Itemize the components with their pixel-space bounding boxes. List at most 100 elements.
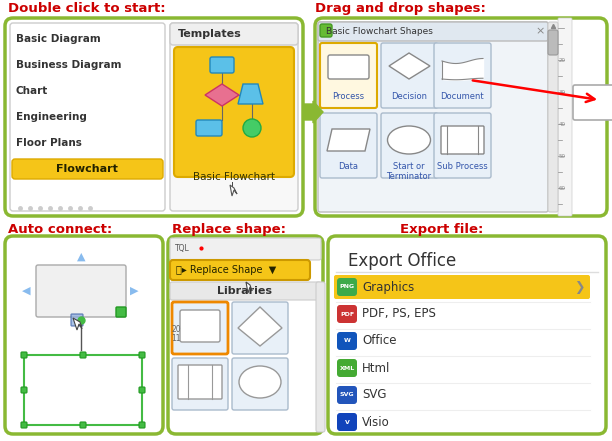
FancyBboxPatch shape [318, 22, 548, 41]
Text: Decision: Decision [391, 92, 427, 101]
Text: Libraries: Libraries [217, 286, 272, 296]
FancyBboxPatch shape [337, 278, 357, 296]
FancyBboxPatch shape [434, 113, 491, 178]
Text: PDF, PS, EPS: PDF, PS, EPS [362, 307, 436, 321]
FancyBboxPatch shape [71, 314, 83, 326]
FancyBboxPatch shape [573, 85, 612, 120]
FancyBboxPatch shape [320, 113, 377, 178]
FancyBboxPatch shape [5, 236, 163, 434]
FancyBboxPatch shape [139, 422, 145, 428]
Text: 20: 20 [559, 57, 566, 63]
FancyBboxPatch shape [232, 302, 288, 354]
FancyBboxPatch shape [21, 352, 27, 358]
Text: Replace shape:: Replace shape: [172, 223, 286, 236]
Text: ×: × [536, 26, 545, 36]
Text: Visio: Visio [362, 415, 390, 429]
FancyBboxPatch shape [337, 305, 357, 323]
FancyBboxPatch shape [24, 355, 142, 425]
Text: Chart: Chart [16, 86, 48, 96]
FancyBboxPatch shape [170, 23, 298, 45]
Text: PNG: PNG [340, 284, 354, 289]
Text: 30: 30 [559, 90, 566, 94]
Text: Floor Plans: Floor Plans [16, 138, 82, 148]
Polygon shape [327, 129, 370, 151]
Text: Process: Process [332, 92, 364, 101]
FancyBboxPatch shape [170, 260, 310, 280]
FancyBboxPatch shape [139, 352, 145, 358]
FancyBboxPatch shape [12, 159, 163, 179]
Text: Start or
Terminator: Start or Terminator [386, 162, 431, 181]
FancyBboxPatch shape [168, 236, 323, 434]
FancyBboxPatch shape [558, 18, 572, 216]
Text: Export Office: Export Office [348, 252, 457, 270]
Text: Auto connect:: Auto connect: [8, 223, 112, 236]
FancyBboxPatch shape [210, 57, 234, 73]
FancyBboxPatch shape [328, 236, 606, 434]
FancyBboxPatch shape [116, 307, 126, 317]
FancyBboxPatch shape [381, 43, 438, 108]
FancyBboxPatch shape [178, 365, 222, 399]
FancyBboxPatch shape [196, 120, 222, 136]
Text: Html: Html [362, 362, 390, 374]
Text: 11: 11 [171, 334, 181, 343]
Text: Export file:: Export file: [400, 223, 483, 236]
FancyBboxPatch shape [170, 282, 321, 300]
Text: Basic Flowchart: Basic Flowchart [193, 172, 275, 182]
Polygon shape [246, 282, 252, 293]
FancyBboxPatch shape [170, 23, 298, 211]
FancyBboxPatch shape [337, 332, 357, 350]
FancyBboxPatch shape [337, 359, 357, 377]
Polygon shape [238, 84, 263, 104]
Text: V: V [345, 419, 349, 425]
Text: Sub Process: Sub Process [436, 162, 487, 171]
Text: Office: Office [362, 335, 397, 348]
Text: Business Diagram: Business Diagram [16, 60, 122, 70]
Text: ▲: ▲ [76, 252, 85, 262]
FancyBboxPatch shape [316, 282, 325, 432]
Text: 60: 60 [559, 186, 566, 191]
Polygon shape [205, 84, 239, 106]
FancyArrow shape [303, 101, 323, 123]
FancyBboxPatch shape [337, 386, 357, 404]
Ellipse shape [387, 126, 430, 154]
Text: 50: 50 [559, 153, 566, 158]
FancyBboxPatch shape [5, 18, 303, 216]
Polygon shape [238, 307, 282, 346]
Text: 40: 40 [559, 122, 566, 127]
FancyBboxPatch shape [21, 387, 27, 393]
Polygon shape [73, 318, 82, 330]
Text: Basic Flowchart Shapes: Basic Flowchart Shapes [326, 26, 433, 35]
FancyBboxPatch shape [318, 22, 548, 212]
FancyBboxPatch shape [80, 422, 86, 428]
FancyBboxPatch shape [315, 18, 607, 216]
Text: ▶: ▶ [130, 286, 138, 296]
FancyBboxPatch shape [320, 43, 377, 108]
Text: SVG: SVG [362, 389, 387, 401]
FancyBboxPatch shape [36, 265, 126, 317]
Circle shape [243, 119, 261, 137]
Text: Engineering: Engineering [16, 112, 87, 122]
FancyBboxPatch shape [172, 302, 228, 354]
FancyBboxPatch shape [548, 30, 558, 55]
FancyBboxPatch shape [139, 387, 145, 393]
FancyBboxPatch shape [10, 23, 165, 211]
Text: ❯: ❯ [575, 280, 585, 294]
Text: W: W [343, 339, 351, 344]
FancyBboxPatch shape [21, 422, 27, 428]
Polygon shape [230, 185, 237, 196]
FancyBboxPatch shape [337, 413, 357, 431]
FancyBboxPatch shape [320, 24, 332, 37]
Text: Graphics: Graphics [362, 280, 414, 294]
FancyBboxPatch shape [232, 358, 288, 410]
Text: Data: Data [338, 162, 358, 171]
Text: Drag and drop shapes:: Drag and drop shapes: [315, 2, 486, 15]
FancyBboxPatch shape [441, 126, 484, 154]
Text: 🔥▸ Replace Shape  ▼: 🔥▸ Replace Shape ▼ [176, 265, 276, 275]
FancyBboxPatch shape [80, 352, 86, 358]
FancyBboxPatch shape [172, 358, 228, 410]
FancyBboxPatch shape [334, 275, 590, 299]
Text: ◀: ◀ [22, 286, 30, 296]
FancyBboxPatch shape [548, 22, 558, 212]
Text: Templates: Templates [178, 29, 242, 39]
Text: TQL: TQL [175, 243, 190, 253]
